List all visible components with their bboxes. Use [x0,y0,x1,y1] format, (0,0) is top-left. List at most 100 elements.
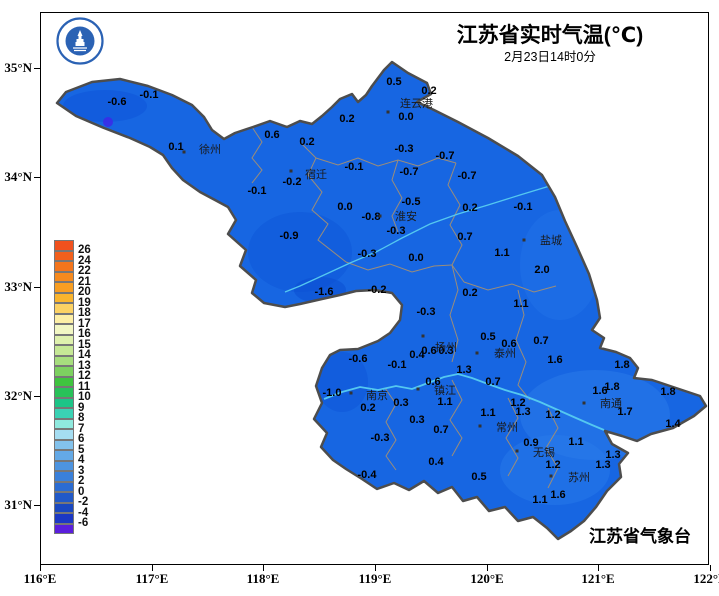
city-label: 扬州 [435,342,457,354]
temperature-value: 1.1 [480,407,496,419]
temperature-value: 0.0 [408,252,424,264]
y-axis-label: 32°N [4,388,32,403]
legend-cell [54,282,74,293]
city-marker [378,214,382,218]
legend-cell [54,387,74,398]
jiangsu-meteo-logo [56,17,104,65]
y-axis-tick [34,286,40,288]
x-axis-tick [151,565,153,571]
legend-cell [54,481,74,492]
temperature-value: 0.0 [337,201,353,213]
x-axis-label: 121°E [581,571,615,586]
temperature-value: 0.7 [533,335,549,347]
legend-label: -6 [78,517,89,529]
legend-label: 14 [78,349,91,361]
temperature-value: -0.1 [247,185,267,197]
temperature-value: 0.7 [433,424,449,436]
agency-label: 江苏省气象台 [589,527,691,546]
temperature-value: 0.4 [409,349,425,361]
temperature-value: 0.2 [462,202,478,214]
temperature-value: 0.6 [264,129,280,141]
x-axis-tick [39,565,41,571]
temperature-value: 0.7 [457,231,473,243]
legend-cell [54,240,74,251]
prefecture-boundaries [251,126,559,489]
y-axis-label: 33°N [4,279,32,294]
page-title: 江苏省实时气温(℃) [456,24,644,47]
legend-label: 2 [78,475,85,487]
legend-cell [54,345,74,356]
legend-cell [54,460,74,471]
x-axis-tick [486,565,488,571]
legend-cell [54,324,74,335]
temperature-value: 1.3 [456,364,472,376]
temperature-value: -0.2 [282,176,302,188]
temperature-value: -0.8 [361,211,381,223]
legend-cell [54,523,74,534]
temperature-value: 1.6 [547,354,563,366]
city-marker [289,169,293,173]
x-axis-tick [709,565,711,571]
temperature-value: 1.2 [510,397,526,409]
plot-frame [40,12,709,565]
legend-cell [54,313,74,324]
legend-label: 0 [78,485,85,498]
legend-cell [54,292,74,303]
temperature-value: -0.3 [416,306,436,318]
legend-label: 10 [78,391,91,403]
temperature-value: -0.3 [394,143,414,155]
temperature-value: -0.6 [348,353,368,365]
x-axis-tick [597,565,599,571]
legend-cell [54,250,74,261]
city-marker [349,391,353,395]
legend-cell [54,513,74,524]
legend-label: 22 [78,265,91,277]
temperature-value: 0.3 [438,345,454,357]
legend-cell [54,366,74,377]
city-label: 镇江 [434,385,456,397]
temperature-value: 1.3 [605,449,621,461]
city-marker [582,401,586,405]
legend-label: 6 [78,433,85,445]
temperature-value: 0.2 [339,113,355,125]
temperature-value: -0.3 [357,248,377,260]
temperature-value: 1.1 [532,494,548,506]
rivers [284,184,605,431]
city-label: 盐城 [540,235,562,247]
city-label: 徐州 [199,144,221,156]
y-axis-label: 35°N [4,60,32,75]
legend-cell [54,376,74,387]
temperature-value: 0.2 [421,85,437,97]
temperature-value: 0.6 [421,345,437,357]
legend-label: 24 [78,254,91,267]
legend-cell [54,471,74,482]
temperature-value: 0.3 [409,414,425,426]
legend-label: 3 [78,464,85,477]
legend-cell [54,408,74,419]
temperature-value: 1.6 [550,489,566,501]
temperature-value: 0.5 [386,76,402,88]
coldest-spot [103,117,113,127]
temperature-value: 0.5 [471,471,487,483]
temperature-value: 1.1 [568,436,584,448]
city-label: 苏州 [568,472,590,484]
legend-cell [54,439,74,450]
legend-cell [54,303,74,314]
city-label: 南京 [366,390,388,402]
temperature-value: 1.1 [437,396,453,408]
legend-cell [54,502,74,513]
temperature-value: -0.1 [387,359,407,371]
legend-cell [54,429,74,440]
temperature-value: -0.7 [435,150,455,162]
temperature-value: -0.7 [399,166,419,178]
temperature-value: 1.4 [665,418,681,430]
yangtze-river [323,373,605,431]
temperature-value: 1.8 [614,359,630,371]
legend-cell [54,450,74,461]
city-marker [416,387,420,391]
temperature-value: -0.9 [279,230,299,242]
temperature-value: 0.5 [480,331,496,343]
legend-label: 20 [78,286,91,298]
